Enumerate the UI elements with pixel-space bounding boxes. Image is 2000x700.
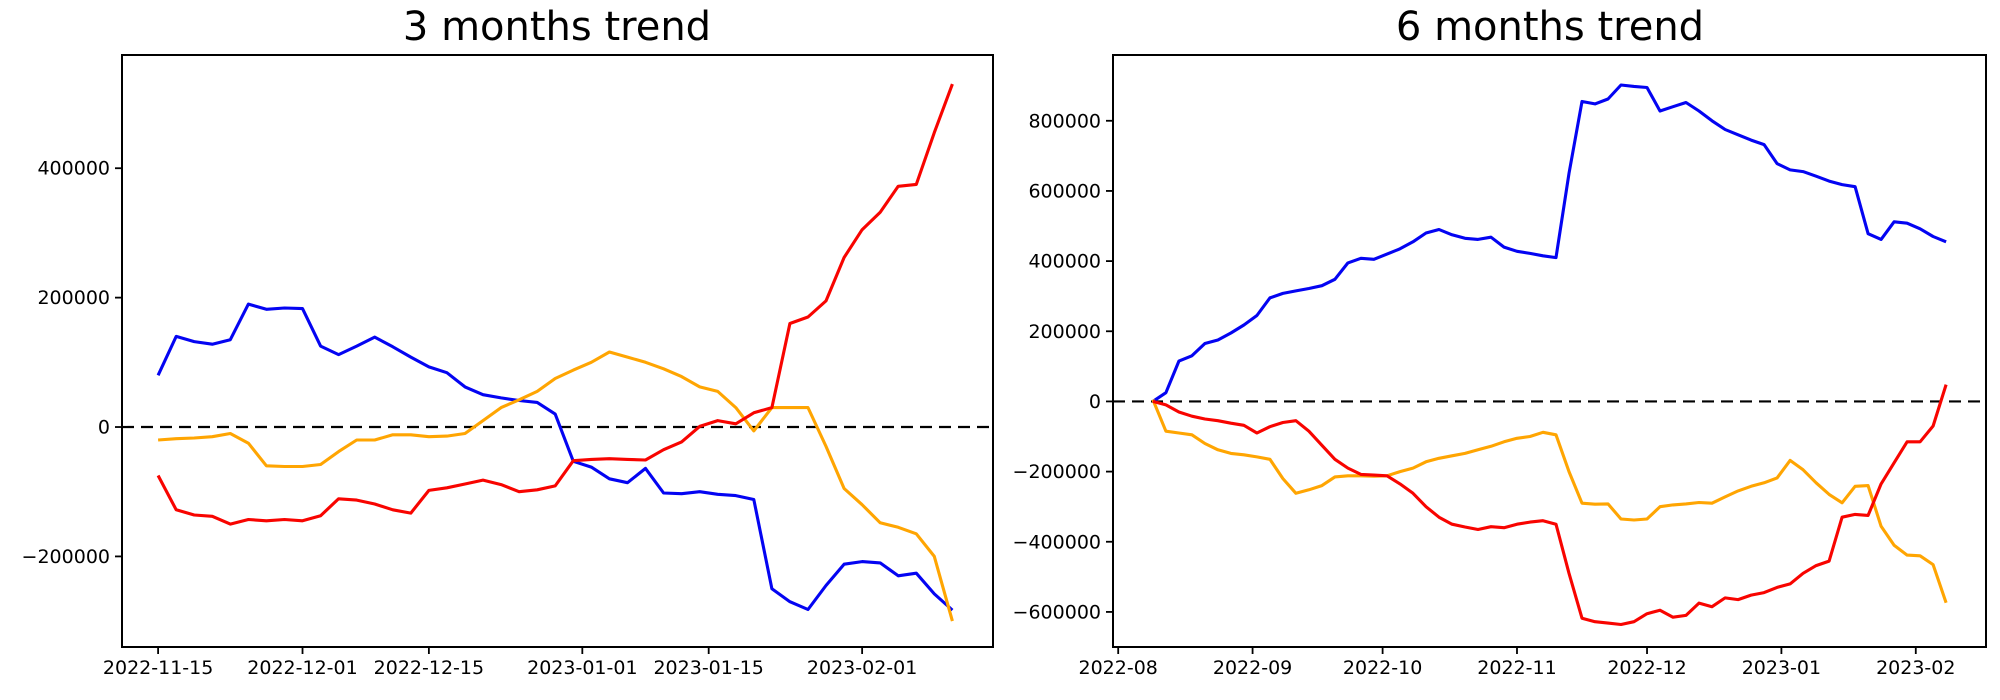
- x-tick-label: 2022-08: [1079, 657, 1158, 679]
- red-series-line: [156, 83, 954, 526]
- x-tick-label: 2022-12: [1607, 657, 1686, 679]
- x-tick-label: 2022-09: [1213, 657, 1292, 679]
- x-tick-label: 2023-01: [1742, 657, 1821, 679]
- x-tick-label: 2023-02-01: [807, 657, 917, 679]
- y-tick-label: 0: [98, 417, 110, 439]
- red-series-line: [1152, 384, 1948, 627]
- axes-frame: [1112, 54, 1987, 648]
- axes-background: [1113, 55, 1986, 647]
- y-tick-label: −200000: [1013, 461, 1101, 483]
- blue-series-line: [156, 302, 954, 612]
- chart-3-months-trend: 400000 200000 0 −200000 2022-11-15 2022-12-01…: [22, 4, 994, 679]
- x-tick-label: 2022-11: [1477, 657, 1556, 679]
- y-tick-label: 200000: [1028, 321, 1101, 343]
- orange-series-line: [1151, 399, 1948, 604]
- chart-canvas-6-months: 800000 600000 400000 200000 0 −200000 −400000 −…: [1013, 54, 1987, 679]
- y-tick-label: −200000: [22, 546, 110, 568]
- axes-frame: [121, 54, 994, 648]
- y-tick-label: −600000: [1013, 601, 1101, 623]
- orange-series-line: [157, 350, 954, 622]
- y-tick-label: 600000: [1028, 180, 1101, 202]
- y-tick-label: 400000: [37, 158, 110, 180]
- chart-6-months-trend: 800000 600000 400000 200000 0 −200000 −400000 −…: [1000, 0, 2000, 700]
- x-tick-label: 2023-01-15: [653, 657, 763, 679]
- y-tick-label: −400000: [1013, 531, 1101, 553]
- chart-title: 6 months trend: [1395, 4, 1705, 50]
- x-tick-label: 2022-10: [1343, 657, 1422, 679]
- blue-series-line: [1152, 83, 1947, 403]
- y-tick-label: 800000: [1028, 110, 1101, 132]
- x-tick-label: 2023-01-01: [527, 657, 637, 679]
- x-tick-label: 2023-02: [1876, 657, 1955, 679]
- x-tick-label: 2022-12-01: [247, 657, 357, 679]
- x-tick-label: 2022-12-15: [374, 657, 484, 679]
- axes-background: [122, 55, 993, 647]
- y-tick-label: 0: [1089, 391, 1101, 413]
- chart-title: 3 months trend: [402, 4, 712, 50]
- x-tick-label: 2022-11-15: [103, 657, 213, 679]
- chart-canvas-3-months: 400000 200000 0 −200000 2022-11-15 2022-12-01…: [22, 54, 994, 679]
- y-tick-label: 400000: [1028, 251, 1101, 273]
- y-tick-label: 200000: [37, 287, 110, 309]
